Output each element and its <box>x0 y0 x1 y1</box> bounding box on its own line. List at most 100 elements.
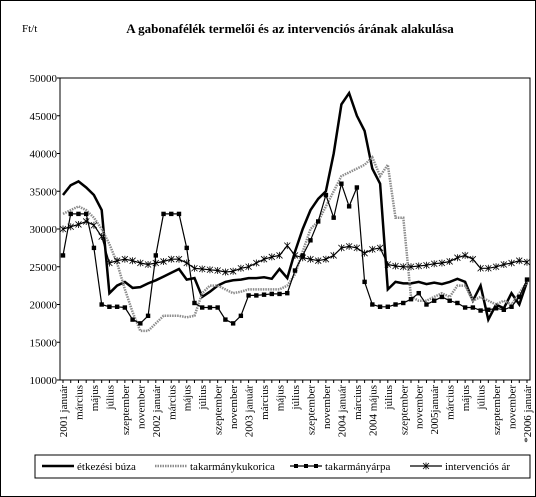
marker-square <box>339 181 344 186</box>
marker-asterisk <box>454 254 461 262</box>
marker-square <box>424 302 429 307</box>
series <box>62 90 529 324</box>
x-tick-label: július <box>383 385 395 410</box>
x-tick-label: március <box>166 385 178 420</box>
marker-square <box>385 304 390 309</box>
legend-marker <box>304 464 308 468</box>
marker-square <box>439 294 445 300</box>
marker-square <box>91 245 97 251</box>
x-tick-label: 2004 január <box>336 385 348 438</box>
marker-square <box>470 305 476 310</box>
legend-marker <box>294 464 298 468</box>
marker-asterisk <box>121 255 129 263</box>
marker-square <box>114 304 120 309</box>
marker-asterisk <box>90 221 98 229</box>
marker-asterisk <box>245 263 252 271</box>
x-tick-label: július <box>290 385 302 410</box>
marker-asterisk <box>175 255 183 263</box>
marker-asterisk <box>523 258 531 266</box>
legend-label: intervenciós ár <box>445 461 510 473</box>
x-tick-label: 2004 május <box>367 385 379 436</box>
marker-asterisk <box>191 264 198 272</box>
marker-asterisk <box>299 254 307 262</box>
marker-square <box>261 292 267 297</box>
marker-square <box>524 277 530 282</box>
marker-square <box>370 302 375 307</box>
marker-asterisk <box>477 264 484 272</box>
marker-asterisk <box>492 263 500 271</box>
marker-square <box>416 290 421 296</box>
marker-square <box>269 291 274 297</box>
marker-square <box>169 211 174 217</box>
x-tick-label: július <box>104 385 116 410</box>
x-tick-label: november <box>414 385 426 429</box>
x-tick-label: május <box>460 385 472 411</box>
marker-asterisk <box>160 257 167 265</box>
series <box>60 181 530 326</box>
marker-asterisk <box>345 242 353 250</box>
marker-square <box>60 253 66 258</box>
marker-asterisk <box>67 223 75 231</box>
marker-asterisk <box>129 257 136 265</box>
marker-asterisk <box>307 255 314 263</box>
marker-square <box>377 304 383 309</box>
marker-asterisk <box>376 244 384 252</box>
marker-asterisk <box>59 225 67 233</box>
legend-marker <box>314 464 318 468</box>
marker-square <box>486 307 491 312</box>
marker-asterisk <box>283 242 291 250</box>
marker-square <box>517 294 522 300</box>
marker-square <box>207 305 213 310</box>
marker-asterisk <box>369 245 376 253</box>
marker-square <box>138 321 143 326</box>
marker-square <box>176 211 182 217</box>
marker-asterisk <box>214 267 221 275</box>
marker-square <box>401 300 406 306</box>
marker-asterisk <box>137 259 144 267</box>
y-tick-label: 10000 <box>30 375 58 387</box>
marker-asterisk <box>423 261 430 269</box>
marker-square <box>122 305 128 310</box>
marker-square <box>493 306 499 311</box>
marker-square <box>76 211 81 217</box>
x-tick-label: november <box>228 385 240 429</box>
x-tick-label: szeptember <box>213 385 225 435</box>
y-tick-label: 25000 <box>30 262 58 274</box>
marker-asterisk <box>438 259 446 267</box>
marker-square <box>68 211 73 217</box>
marker-square <box>509 304 514 309</box>
marker-asterisk <box>222 268 229 276</box>
marker-asterisk <box>469 255 477 263</box>
x-tick-label: március <box>352 385 364 420</box>
x-tick-label: 2002 január <box>151 385 163 438</box>
series <box>59 217 531 276</box>
y-tick-label: 20000 <box>30 300 58 312</box>
marker-square <box>393 302 398 307</box>
marker-asterisk <box>392 262 399 270</box>
marker-asterisk <box>330 251 337 259</box>
marker-asterisk <box>268 253 276 261</box>
legend-label: takarmánykukorica <box>190 461 275 473</box>
marker-asterisk <box>515 257 523 265</box>
marker-asterisk <box>407 263 415 271</box>
x-tick-label: 2005január <box>429 385 441 435</box>
marker-asterisk <box>322 255 330 263</box>
marker-asterisk <box>106 259 113 267</box>
marker-square <box>462 305 468 310</box>
marker-square <box>130 317 135 322</box>
marker-asterisk <box>415 262 423 270</box>
series-line <box>62 90 529 324</box>
marker-square <box>346 204 352 209</box>
marker-asterisk <box>314 257 322 265</box>
marker-asterisk <box>75 220 82 228</box>
marker-square <box>408 297 414 302</box>
marker-square <box>84 211 89 217</box>
marker-square <box>354 185 360 190</box>
marker-asterisk <box>98 233 105 241</box>
legend-label: étkezési búza <box>77 461 136 473</box>
marker-square <box>238 313 244 319</box>
x-tick-label: május <box>89 385 101 411</box>
y-tick-label: 50000 <box>30 73 58 85</box>
marker-square <box>432 298 437 303</box>
